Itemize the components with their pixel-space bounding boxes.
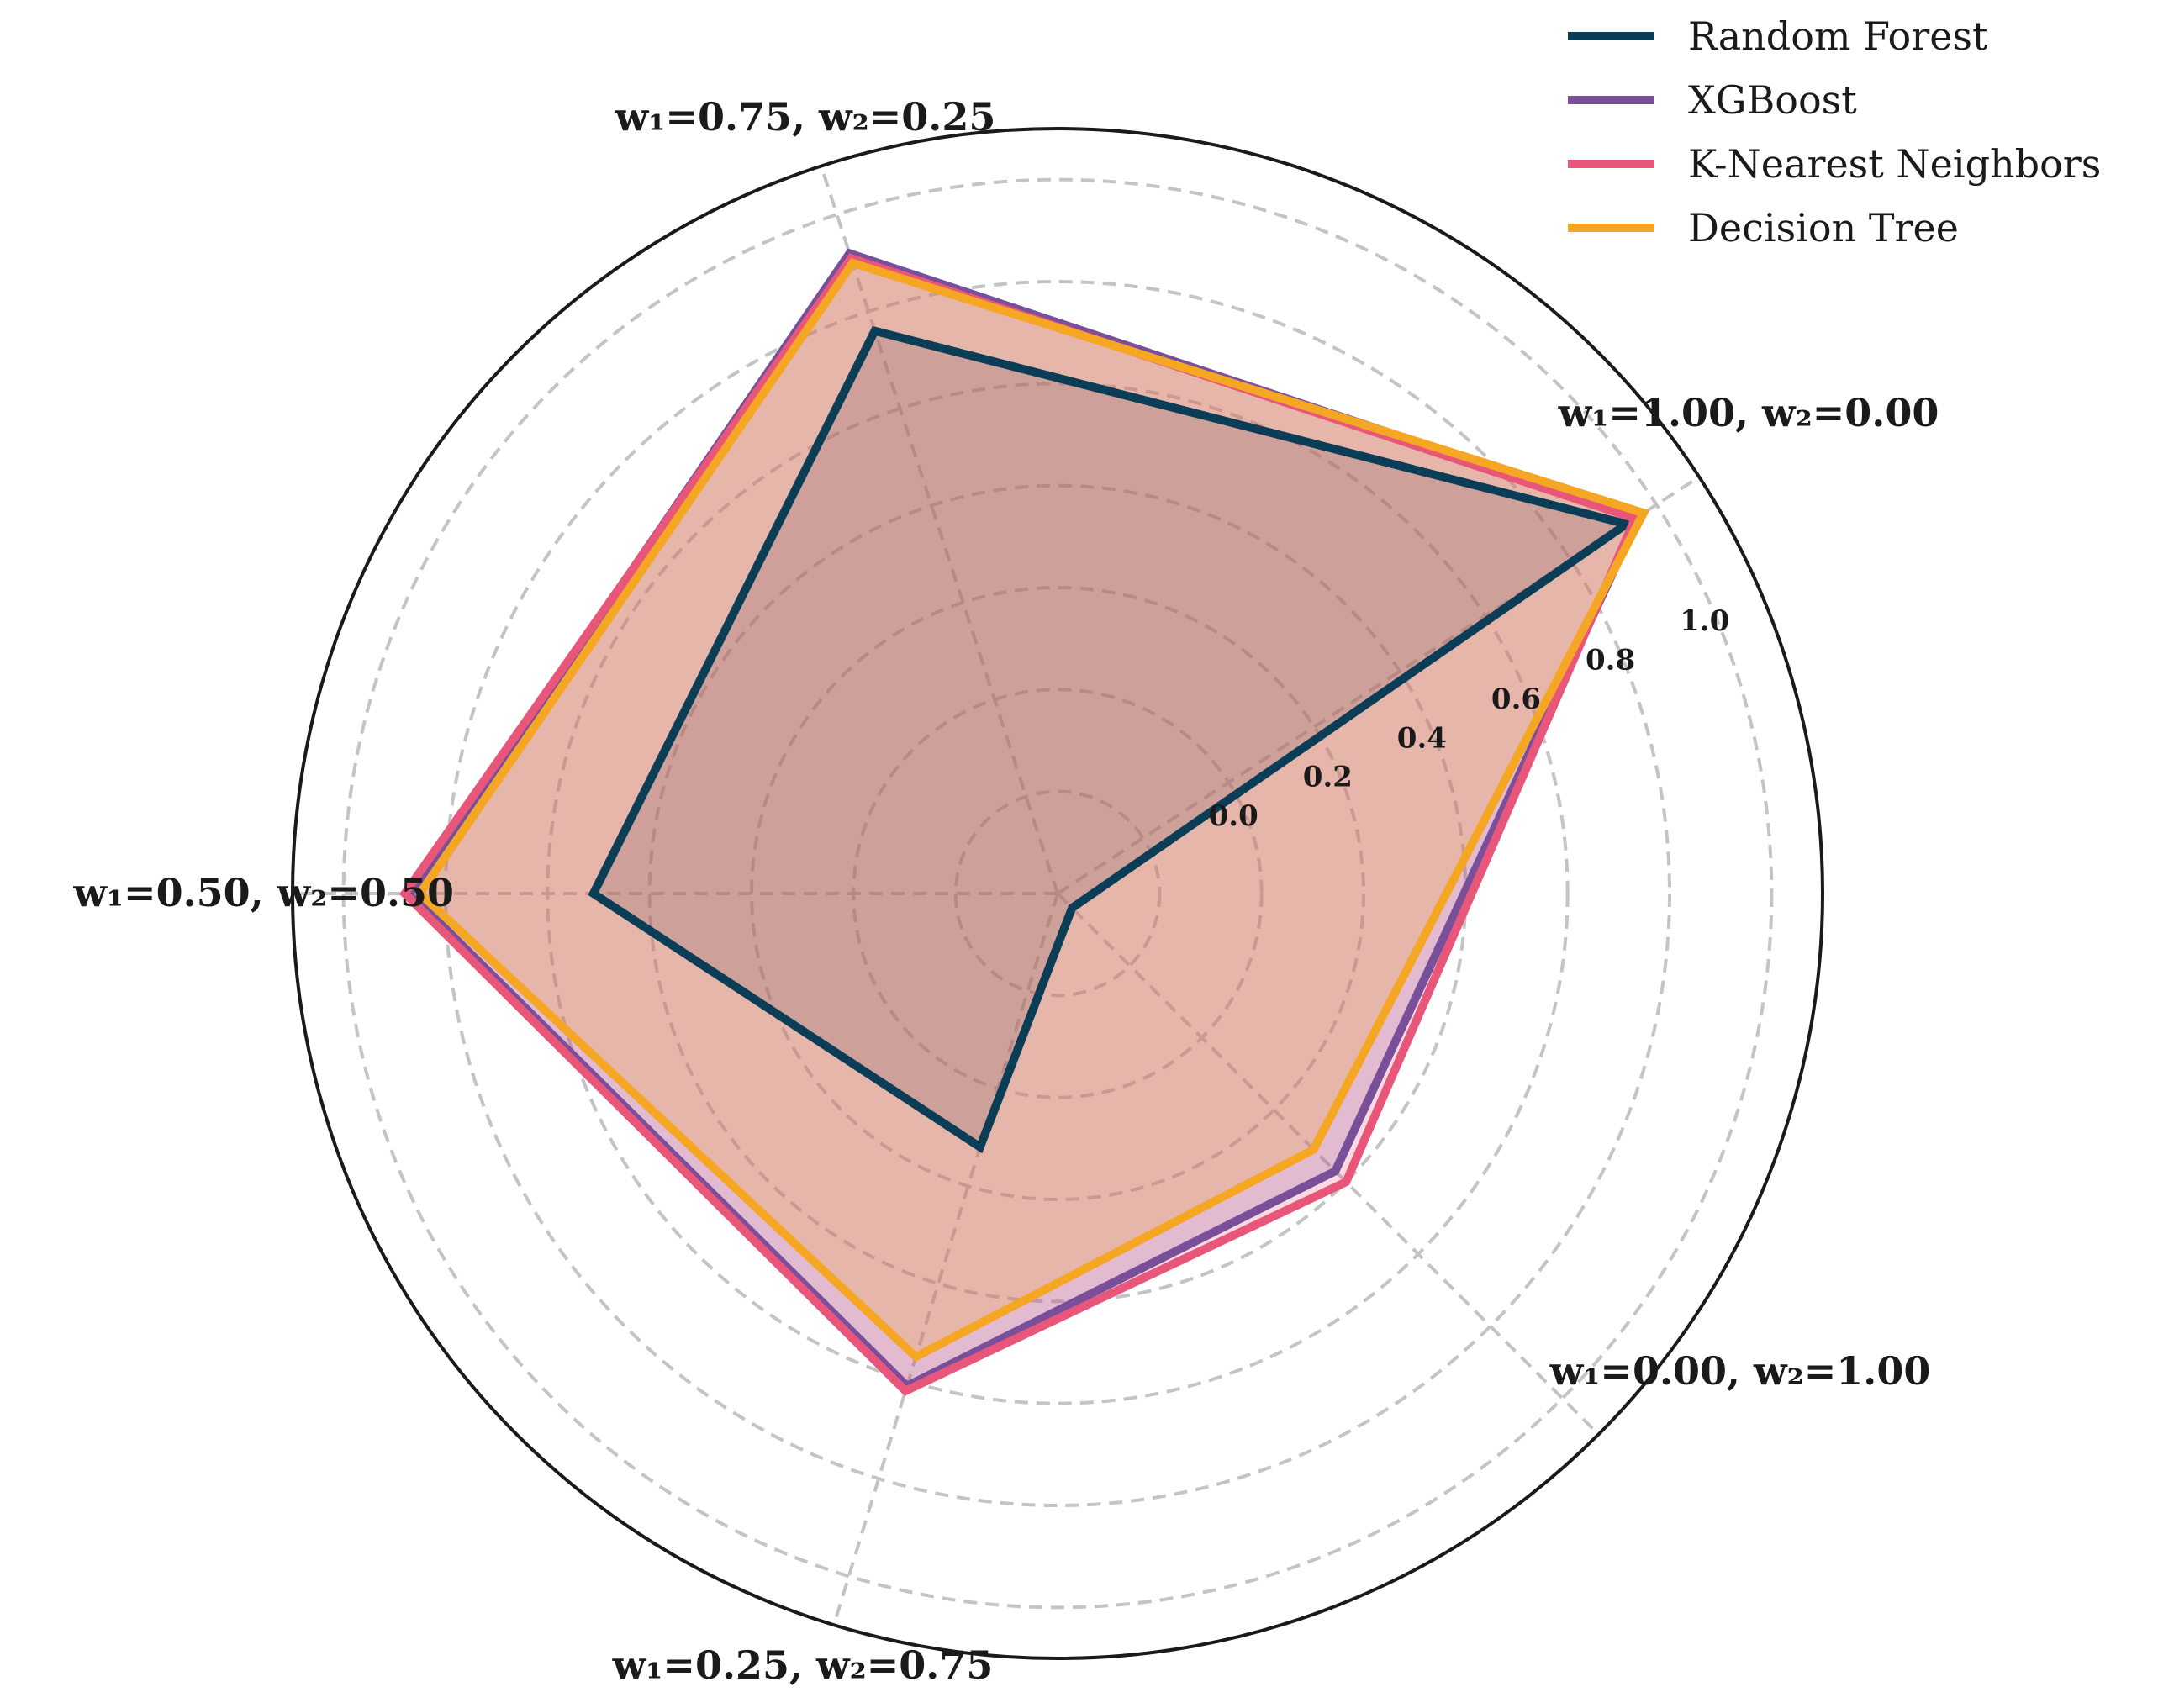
- legend-label-3: Decision Tree: [1688, 205, 1959, 250]
- axis-labels: w₁=1.00, w₂=0.00 w₁=0.75, w₂=0.25 w₁=0.50,…: [72, 94, 1939, 1688]
- series-fill-0: [593, 330, 1627, 1147]
- legend: Random Forest XGBoost K-Nearest Neighbors D…: [1568, 13, 2101, 250]
- axis-label: w₁=1.00, w₂=0.00: [1558, 390, 1939, 435]
- tick-label: 0.6: [1491, 683, 1541, 716]
- radial-tick-labels: 0.0 0.2 0.4 0.6 0.8 1.0: [1209, 604, 1730, 833]
- legend-label-1: XGBoost: [1688, 77, 1857, 123]
- tick-label: 1.0: [1680, 604, 1729, 638]
- series-fill-3: [419, 262, 1644, 1357]
- legend-label-0: Random Forest: [1688, 13, 1988, 59]
- grid-ring: [341, 177, 1774, 1610]
- series-fill-1: [409, 253, 1639, 1386]
- axis-label: w₁=0.75, w₂=0.25: [615, 94, 996, 140]
- outer-frame: [291, 127, 1824, 1660]
- axis-label: w₁=0.00, w₂=1.00: [1549, 1348, 1931, 1394]
- grid-spoke: [819, 165, 1059, 894]
- series-fills: [404, 253, 1644, 1391]
- grid-ring: [444, 280, 1671, 1507]
- tick-label: 0.2: [1303, 761, 1353, 794]
- grid: [291, 127, 1824, 1660]
- tick-label: 0.0: [1209, 799, 1258, 833]
- series-line-0: [588, 325, 1637, 1154]
- legend-label-2: K-Nearest Neighbors: [1688, 141, 2101, 187]
- tick-label: 0.4: [1397, 721, 1447, 755]
- grid-ring: [750, 586, 1365, 1201]
- axis-label: w₁=0.50, w₂=0.50: [72, 870, 454, 915]
- series-fill-2: [404, 258, 1635, 1391]
- grid-ring: [953, 789, 1162, 998]
- series-lines: [398, 248, 1650, 1396]
- tick-label: 0.8: [1586, 643, 1635, 677]
- series-line-3: [414, 258, 1650, 1363]
- grid-spoke: [1056, 892, 1600, 1436]
- axis-label: w₁=0.25, w₂=0.75: [612, 1642, 994, 1688]
- grid-spoke: [832, 893, 1059, 1626]
